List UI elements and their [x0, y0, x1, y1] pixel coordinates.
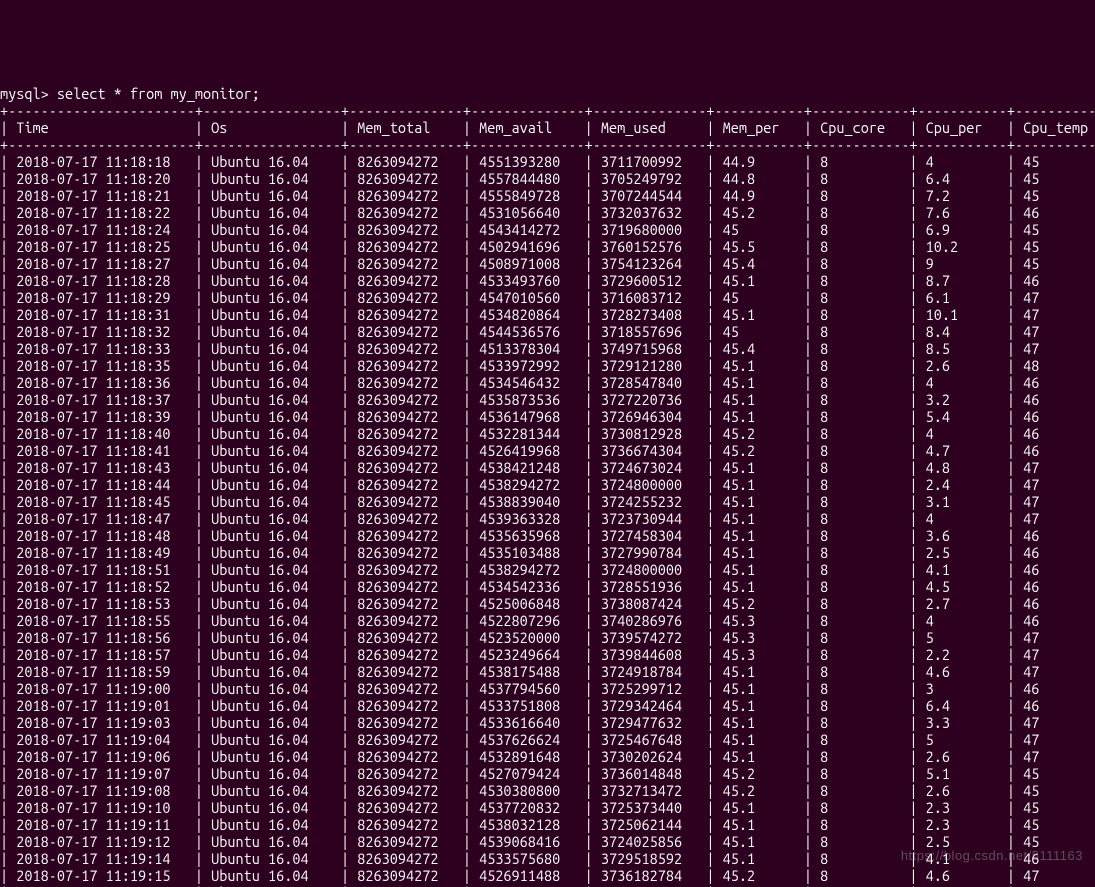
terminal-output: mysql> select * from my_monitor; +------…: [0, 85, 1095, 887]
